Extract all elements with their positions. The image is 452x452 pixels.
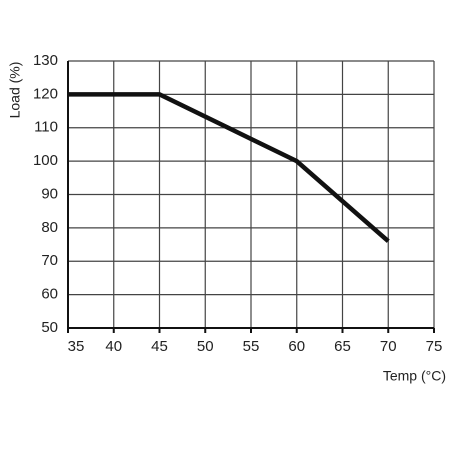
y-tick-label: 50 (41, 319, 58, 336)
y-tick-label: 110 (34, 119, 58, 136)
x-tick-label: 55 (243, 338, 260, 355)
x-tick-label: 50 (197, 338, 214, 355)
x-tick-label: 45 (151, 338, 168, 355)
y-tick-label: 70 (41, 252, 58, 269)
x-tick-label: 60 (288, 338, 305, 355)
y-tick-label: 80 (41, 219, 58, 236)
data-line (68, 92, 390, 243)
x-axis-title: Temp (°C) (383, 368, 446, 384)
y-axis-title: Load (%) (7, 62, 23, 119)
y-tick-label: 130 (33, 52, 58, 69)
x-tick-label: 40 (105, 338, 122, 355)
x-tick-label: 75 (426, 338, 443, 355)
y-tick-label: 100 (33, 152, 58, 169)
y-tick-label: 60 (41, 286, 58, 303)
x-tick-label: 35 (68, 338, 85, 355)
y-tick-label: 120 (33, 85, 58, 102)
y-tick-label: 90 (41, 185, 58, 202)
x-tick-label: 65 (334, 338, 351, 355)
x-tick-label: 70 (380, 338, 397, 355)
